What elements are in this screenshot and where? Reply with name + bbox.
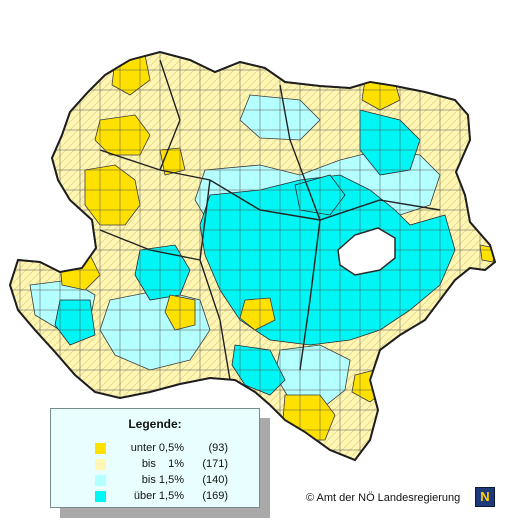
copyright-text: © Amt der NÖ Landesregierung	[306, 492, 461, 504]
legend-count: (171)	[202, 458, 228, 470]
vienna-hole	[337, 227, 396, 276]
legend-item-ueber-1-5: über 1,5% (169)	[95, 489, 228, 503]
legend-swatch	[95, 474, 106, 486]
legend-label: bis 1%	[141, 458, 184, 470]
legend-swatch	[95, 490, 106, 502]
legend-item-bis-1-5: bis 1,5% (140)	[95, 473, 228, 487]
legend-label: unter 0,5%	[130, 442, 184, 454]
legend: Legende: unter 0,5% (93) bis 1% (171) bi…	[50, 408, 260, 508]
legend-count: (93)	[208, 442, 228, 454]
legend-swatch	[95, 442, 106, 454]
legend-label: über 1,5%	[133, 490, 184, 502]
legend-count: (169)	[202, 490, 228, 502]
legend-count: (140)	[202, 474, 228, 486]
noe-logo: N	[475, 487, 495, 507]
state-border	[9, 51, 497, 462]
legend-title: Legende:	[128, 417, 182, 431]
legend-label: bis 1,5%	[141, 474, 184, 486]
legend-item-bis-1: bis 1% (171)	[95, 457, 228, 471]
legend-item-unter-0-5: unter 0,5% (93)	[95, 441, 228, 455]
region-ueber-1-5	[54, 109, 456, 396]
legend-swatch	[95, 458, 106, 470]
district-borders	[99, 59, 441, 381]
